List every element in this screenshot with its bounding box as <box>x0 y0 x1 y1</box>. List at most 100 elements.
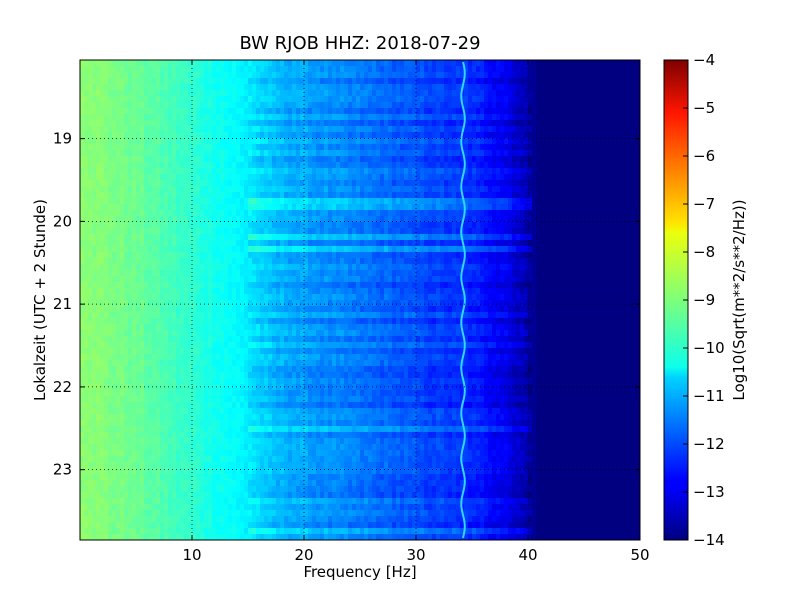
heatmap-cell <box>624 126 629 133</box>
heatmap-cell <box>176 270 181 277</box>
heatmap-cell <box>372 120 377 127</box>
heatmap-cell <box>128 72 133 79</box>
heatmap-cell <box>188 150 193 157</box>
heatmap-cell <box>536 228 541 235</box>
heatmap-cell <box>172 126 177 133</box>
heatmap-cell <box>552 252 557 259</box>
heatmap-cell <box>364 192 369 199</box>
heatmap-cell <box>420 168 425 175</box>
heatmap-cell <box>392 270 397 277</box>
heatmap-cell <box>440 78 445 85</box>
heatmap-cell <box>540 102 545 109</box>
heatmap-cell <box>476 210 481 217</box>
heatmap-cell <box>148 138 153 145</box>
heatmap-cell <box>108 96 113 103</box>
heatmap-cell <box>120 270 125 277</box>
heatmap-cell <box>124 216 129 223</box>
heatmap-cell <box>172 192 177 199</box>
heatmap-cell <box>300 252 305 259</box>
heatmap-cell <box>612 114 617 121</box>
heatmap-cell <box>224 150 229 157</box>
heatmap-cell <box>476 84 481 91</box>
heatmap-cell <box>308 120 313 127</box>
heatmap-cell <box>488 180 493 187</box>
heatmap-cell <box>544 210 549 217</box>
heatmap-cell <box>456 210 461 217</box>
heatmap-cell <box>180 114 185 121</box>
heatmap-cell <box>236 138 241 145</box>
heatmap-cell <box>260 108 265 115</box>
heatmap-cell <box>144 78 149 85</box>
heatmap-cell <box>424 132 429 139</box>
heatmap-cell <box>588 186 593 193</box>
heatmap-cell <box>352 72 357 79</box>
heatmap-cell <box>432 204 437 211</box>
heatmap-cell <box>204 168 209 175</box>
heatmap-cell <box>120 144 125 151</box>
heatmap-cell <box>556 126 561 133</box>
heatmap-cell <box>328 228 333 235</box>
heatmap-cell <box>636 78 640 85</box>
heatmap-cell <box>452 150 457 157</box>
heatmap-cell <box>148 60 153 67</box>
heatmap-cell <box>292 222 297 229</box>
heatmap-cell <box>300 114 305 121</box>
heatmap-cell <box>100 222 105 229</box>
heatmap-cell <box>216 216 221 223</box>
heatmap-cell <box>368 60 373 67</box>
heatmap-cell <box>312 174 317 181</box>
heatmap-cell <box>440 174 445 181</box>
heatmap-cell <box>468 126 473 133</box>
heatmap-cell <box>152 228 157 235</box>
heatmap-cell <box>572 216 577 223</box>
heatmap-cell <box>180 246 185 253</box>
heatmap-cell <box>524 174 529 181</box>
heatmap-cell <box>152 132 157 139</box>
heatmap-cell <box>500 150 505 157</box>
heatmap-cell <box>156 78 161 85</box>
heatmap-cell <box>284 126 289 133</box>
heatmap-cell <box>484 186 489 193</box>
heatmap-cell <box>328 246 333 253</box>
heatmap-cell <box>596 216 601 223</box>
heatmap-cell <box>324 222 329 229</box>
heatmap-cell <box>204 126 209 133</box>
heatmap-cell <box>92 132 97 139</box>
heatmap-cell <box>256 78 261 85</box>
heatmap-cell <box>436 162 441 169</box>
heatmap-cell <box>380 66 385 73</box>
heatmap-cell <box>204 234 209 241</box>
heatmap-cell <box>104 72 109 79</box>
heatmap-cell <box>300 102 305 109</box>
heatmap-cell <box>432 246 437 253</box>
heatmap-cell <box>152 204 157 211</box>
heatmap-cell <box>92 174 97 181</box>
heatmap-cell <box>96 234 101 241</box>
heatmap-cell <box>240 78 245 85</box>
heatmap-cell <box>464 264 469 271</box>
heatmap-cell <box>544 156 549 163</box>
heatmap-cell <box>88 174 93 181</box>
heatmap-cell <box>360 60 365 67</box>
heatmap-cell <box>332 138 337 145</box>
heatmap-cell <box>184 114 189 121</box>
heatmap-cell <box>276 102 281 109</box>
heatmap-cell <box>512 150 517 157</box>
heatmap-cell <box>616 192 621 199</box>
heatmap-cell <box>108 246 113 253</box>
heatmap-cell <box>528 66 533 73</box>
heatmap-cell <box>472 138 477 145</box>
heatmap-cell <box>332 72 337 79</box>
heatmap-cell <box>336 90 341 97</box>
heatmap-cell <box>608 264 613 271</box>
heatmap-cell <box>548 114 553 121</box>
heatmap-cell <box>540 222 545 229</box>
heatmap-cell <box>328 150 333 157</box>
heatmap-cell <box>120 198 125 205</box>
heatmap-cell <box>144 66 149 73</box>
heatmap-cell <box>164 174 169 181</box>
heatmap-cell <box>620 228 625 235</box>
heatmap-cell <box>412 132 417 139</box>
heatmap-cell <box>96 240 101 247</box>
heatmap-cell <box>488 240 493 247</box>
